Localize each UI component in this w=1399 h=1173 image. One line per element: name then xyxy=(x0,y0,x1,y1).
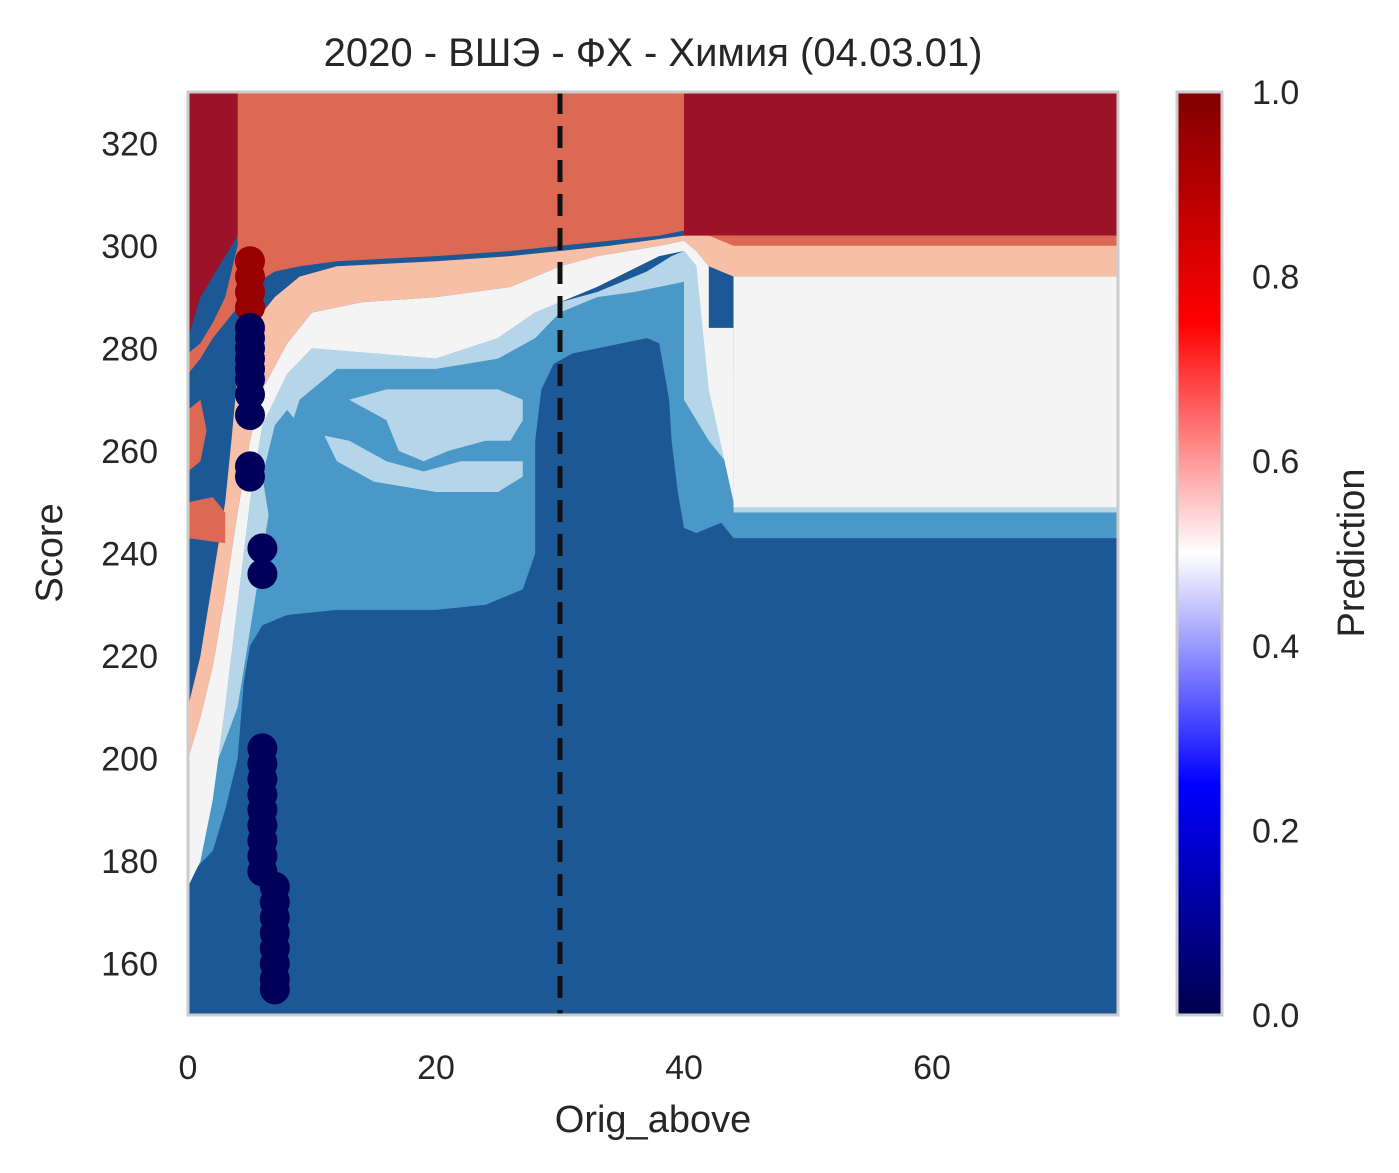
colorbar-tick-label: 1.0 xyxy=(1252,74,1299,112)
contour-level-0 xyxy=(188,338,1118,1015)
contour-strip-right xyxy=(708,235,1118,246)
plot-area xyxy=(188,92,1118,1015)
x-axis-ticks: 0 20 40 60 xyxy=(179,1049,951,1087)
colorbar-ticks: 0.0 0.2 0.4 0.6 0.8 1.0 xyxy=(1252,74,1299,1035)
colorbar-tick-label: 0.4 xyxy=(1252,628,1299,666)
x-tick-label: 20 xyxy=(417,1049,455,1087)
colorbar: 0.0 0.2 0.4 0.6 0.8 1.0 Prediction xyxy=(1175,74,1373,1035)
contour-island-1 xyxy=(349,389,523,462)
y-tick-label: 260 xyxy=(101,433,158,471)
x-tick-label: 0 xyxy=(179,1049,198,1087)
colorbar-gradient xyxy=(1175,90,1224,1017)
x-tick-label: 60 xyxy=(913,1049,951,1087)
colorbar-label: Prediction xyxy=(1331,469,1373,638)
y-tick-label: 320 xyxy=(101,125,158,163)
y-tick-label: 240 xyxy=(101,536,158,574)
colorbar-tick-label: 0.2 xyxy=(1252,812,1299,850)
contour-level-6-right xyxy=(684,92,1118,236)
contour-level-6-left xyxy=(188,92,238,339)
scatter-point-32 xyxy=(259,974,290,1005)
chart-title: 2020 - ВШЭ - ФХ - Химия (04.03.01) xyxy=(324,31,983,75)
contour-island-3 xyxy=(262,409,337,590)
colorbar-tick-label: 0.0 xyxy=(1252,997,1299,1035)
plot-frame xyxy=(186,90,1120,1017)
colorbar-tick-label: 0.6 xyxy=(1252,443,1299,481)
scatter-point-13 xyxy=(235,461,265,492)
y-tick-label: 280 xyxy=(101,330,158,368)
scatter-point-15 xyxy=(247,559,278,590)
scatter-point-10 xyxy=(235,379,265,410)
y-tick-label: 300 xyxy=(101,228,158,266)
x-tick-label: 40 xyxy=(665,1049,703,1087)
scatter-point-11 xyxy=(235,400,265,431)
x-axis-label: Orig_above xyxy=(555,1099,751,1141)
contour-white-right xyxy=(733,276,1118,508)
contour-patch-left-2 xyxy=(188,497,226,544)
colorbar-tick-label: 0.8 xyxy=(1252,259,1299,297)
scatter-point-14 xyxy=(247,533,278,564)
contour-patch-left-1 xyxy=(188,399,207,472)
y-axis-ticks: 160 180 200 220 240 260 280 300 320 xyxy=(101,125,158,983)
y-tick-label: 160 xyxy=(101,946,158,984)
contour-island-2 xyxy=(324,435,523,492)
y-tick-label: 220 xyxy=(101,638,158,676)
y-tick-label: 180 xyxy=(101,843,158,881)
scatter-point-3 xyxy=(235,292,265,323)
y-tick-label: 200 xyxy=(101,741,158,779)
y-axis-label: Score xyxy=(29,503,71,602)
